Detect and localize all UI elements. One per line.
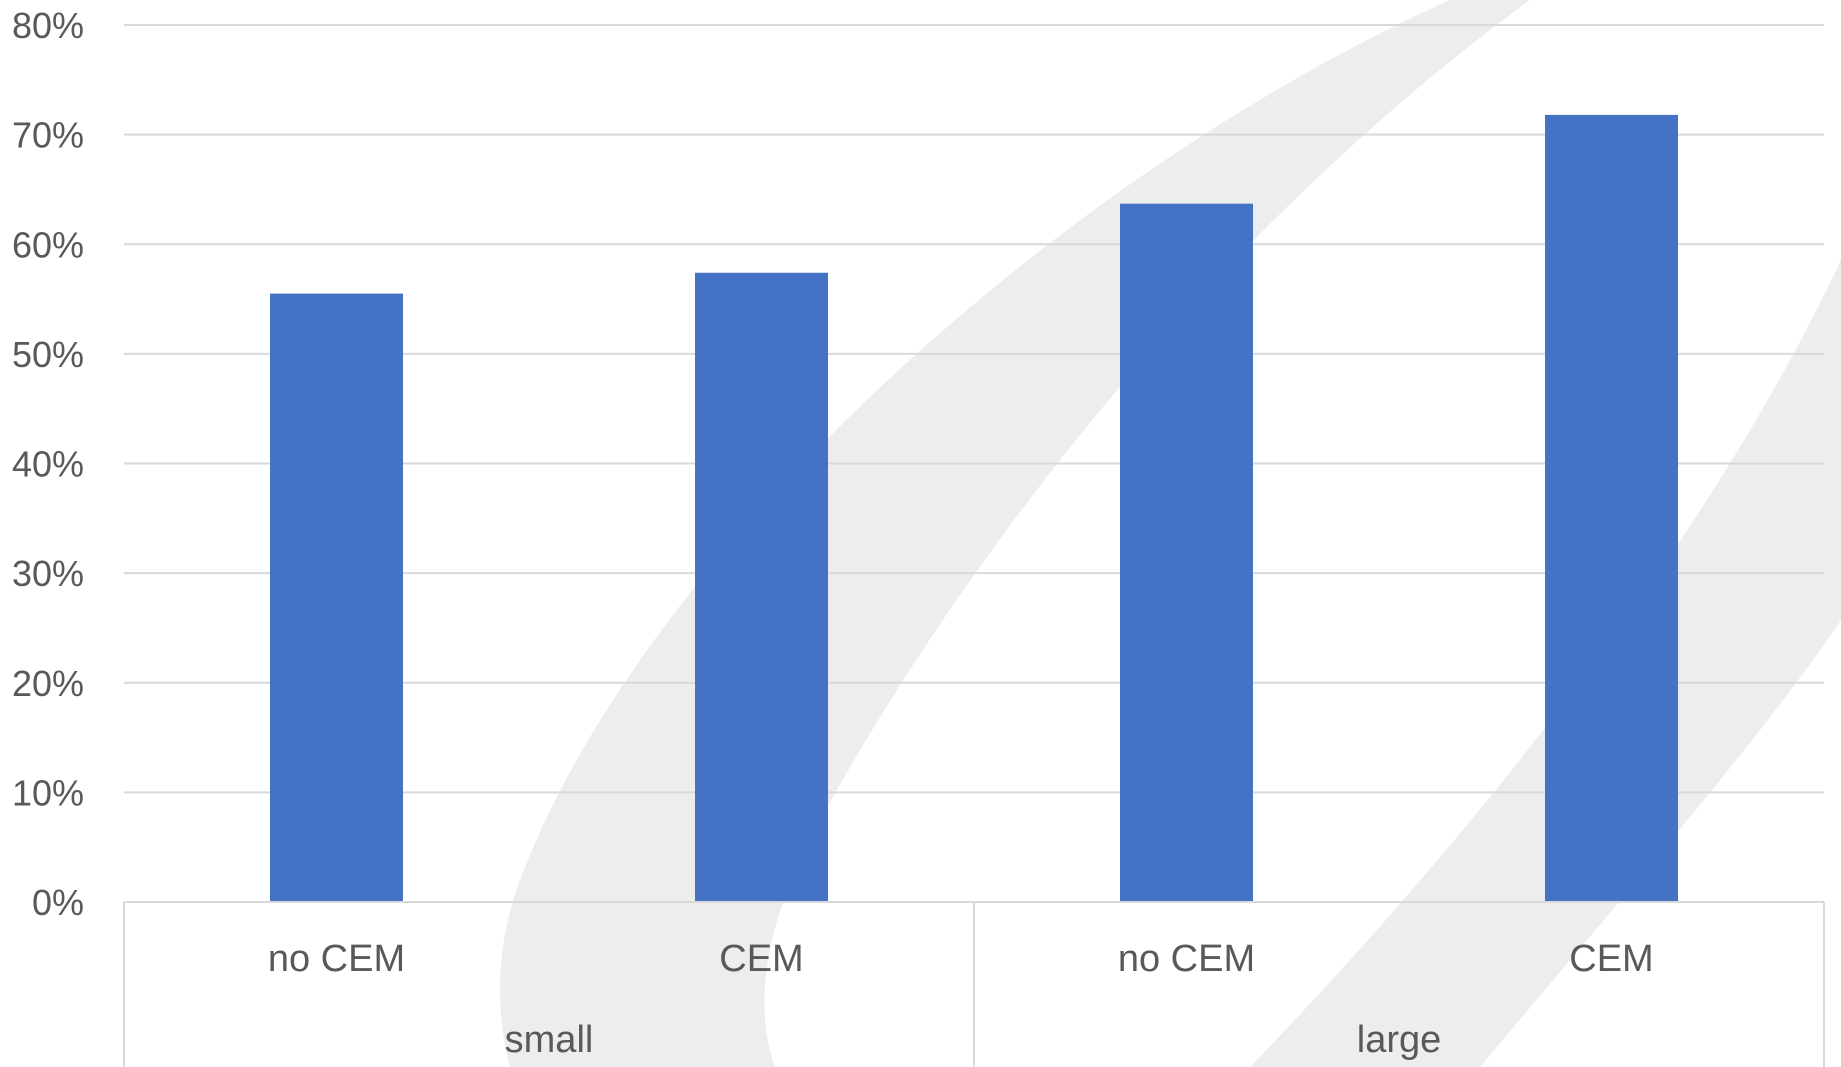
y-tick-label-80: 80%	[12, 5, 84, 46]
x-category-label-3: CEM	[1569, 938, 1653, 980]
x-category-label-2: no CEM	[1118, 938, 1255, 980]
x-category-label-0: no CEM	[268, 938, 405, 980]
y-tick-label-60: 60%	[12, 224, 84, 265]
y-tick-label-70: 70%	[12, 115, 84, 156]
watermark-swoosh-lower	[1250, 260, 1841, 1067]
y-tick-label-50: 50%	[12, 334, 84, 375]
y-tick-label-40: 40%	[12, 444, 84, 485]
watermark-swoosh	[500, 0, 1530, 1067]
y-axis-ticks: 0% 10% 20% 30% 40% 50% 60% 70% 80%	[12, 5, 84, 923]
bar-large-no-cem	[1120, 203, 1253, 903]
bar-small-no-cem	[270, 293, 403, 902]
y-tick-label-30: 30%	[12, 553, 84, 594]
bar-large-cem	[1545, 114, 1678, 902]
bars	[270, 114, 1678, 903]
x-category-label-1: CEM	[719, 938, 803, 980]
x-axis: no CEM CEM no CEM CEM small large	[123, 901, 1825, 1067]
x-group-label-large: large	[1357, 1019, 1442, 1061]
y-tick-label-20: 20%	[12, 663, 84, 704]
y-tick-label-10: 10%	[12, 772, 84, 813]
gridlines	[124, 24, 1824, 794]
x-group-label-small: small	[505, 1019, 594, 1061]
bar-small-cem	[695, 272, 828, 902]
y-tick-label-0: 0%	[32, 882, 84, 923]
